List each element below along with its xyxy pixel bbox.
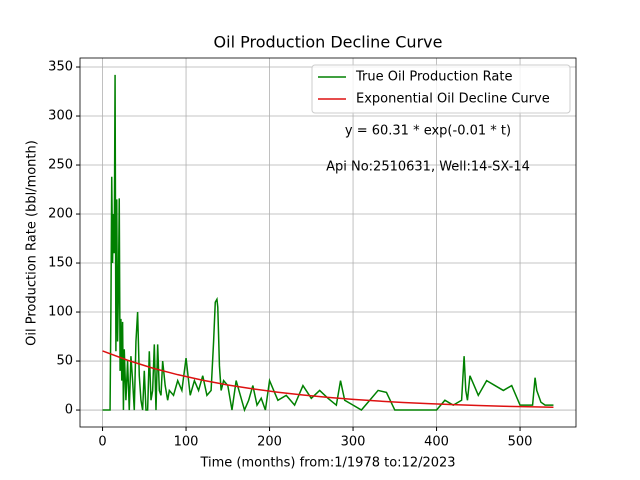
y-tick-label: 350: [48, 60, 73, 75]
annotation: y = 60.31 * exp(-0.01 * t): [345, 124, 511, 139]
x-tick-label: 200: [257, 435, 282, 450]
y-tick-label: 0: [65, 403, 73, 418]
x-tick-label: 400: [424, 435, 449, 450]
y-tick-label: 200: [48, 207, 73, 222]
legend-box: [311, 64, 571, 114]
y-tick-label: 100: [48, 305, 73, 320]
legend-label: True Oil Production Rate: [355, 70, 512, 85]
y-tick-label: 250: [48, 158, 73, 173]
annotation: Api No:2510631, Well:14-SX-14: [326, 160, 530, 175]
x-tick-label: 300: [341, 435, 366, 450]
legend-label: Exponential Oil Decline Curve: [356, 92, 550, 107]
y-tick-label: 300: [48, 109, 73, 124]
axes-frame: [79, 57, 577, 428]
y-axis-label: Oil Production Rate (bbl/month): [25, 140, 40, 346]
data-line: [102, 74, 554, 413]
x-tick-label: 100: [174, 435, 199, 450]
y-tick-label: 50: [56, 354, 73, 369]
x-tick-label: 0: [98, 435, 106, 450]
x-axis-label: Time (months) from:1/1978 to:12/2023: [199, 456, 455, 471]
chart-title: Oil Production Decline Curve: [214, 33, 443, 52]
x-tick-label: 500: [508, 435, 533, 450]
data-line: [102, 350, 554, 409]
y-tick-label: 150: [48, 256, 73, 271]
